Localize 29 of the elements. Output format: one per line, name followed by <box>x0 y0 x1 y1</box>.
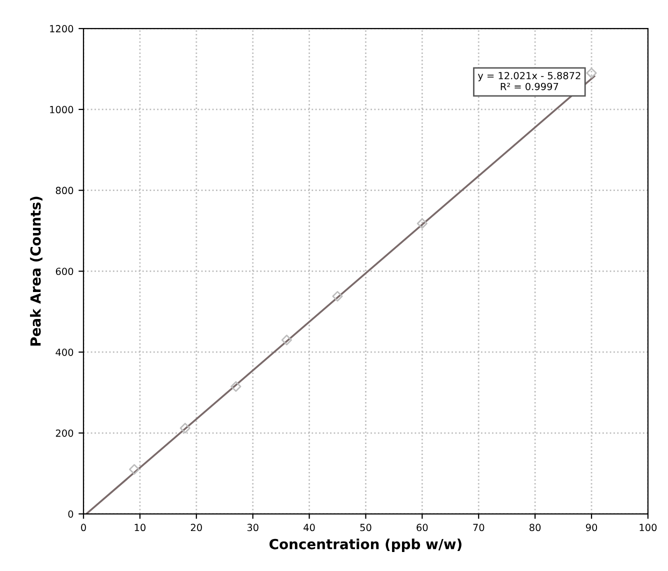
y-tick-label: 200 <box>56 429 74 437</box>
x-tick-label: 70 <box>473 524 484 532</box>
x-tick-label: 0 <box>81 524 86 532</box>
x-tick-label: 30 <box>247 524 258 532</box>
x-tick-label: 60 <box>416 524 428 532</box>
point <box>416 218 428 229</box>
y-tick-label: 1200 <box>50 25 74 32</box>
y-tick-label: 400 <box>56 348 74 356</box>
point <box>129 464 140 475</box>
x-tick-label: 90 <box>586 524 598 532</box>
y-tick-label: 0 <box>68 510 74 518</box>
point <box>586 68 597 78</box>
x-tick-label: 10 <box>134 524 146 532</box>
x-tick-label: 100 <box>640 524 657 532</box>
annotation: R² = 0.9997 <box>500 82 558 90</box>
y-tick-label: 600 <box>56 268 74 276</box>
y-tick-label: 800 <box>56 186 74 194</box>
point <box>230 381 242 392</box>
y-tick-label: 1000 <box>50 106 74 114</box>
point <box>281 334 292 346</box>
x-tick-label: 50 <box>360 524 372 532</box>
x-tick-label: 80 <box>530 524 541 532</box>
x-axis-title: Concentration (ppb w/w) <box>270 538 462 552</box>
annotation: y = 12.021x - 5.8872 <box>478 72 580 82</box>
x-tick-label: 40 <box>304 524 315 532</box>
point <box>180 422 190 434</box>
point <box>332 291 343 302</box>
x-tick-label: 20 <box>190 524 202 532</box>
y-axis-title: Peak Area (Counts) <box>30 196 42 346</box>
